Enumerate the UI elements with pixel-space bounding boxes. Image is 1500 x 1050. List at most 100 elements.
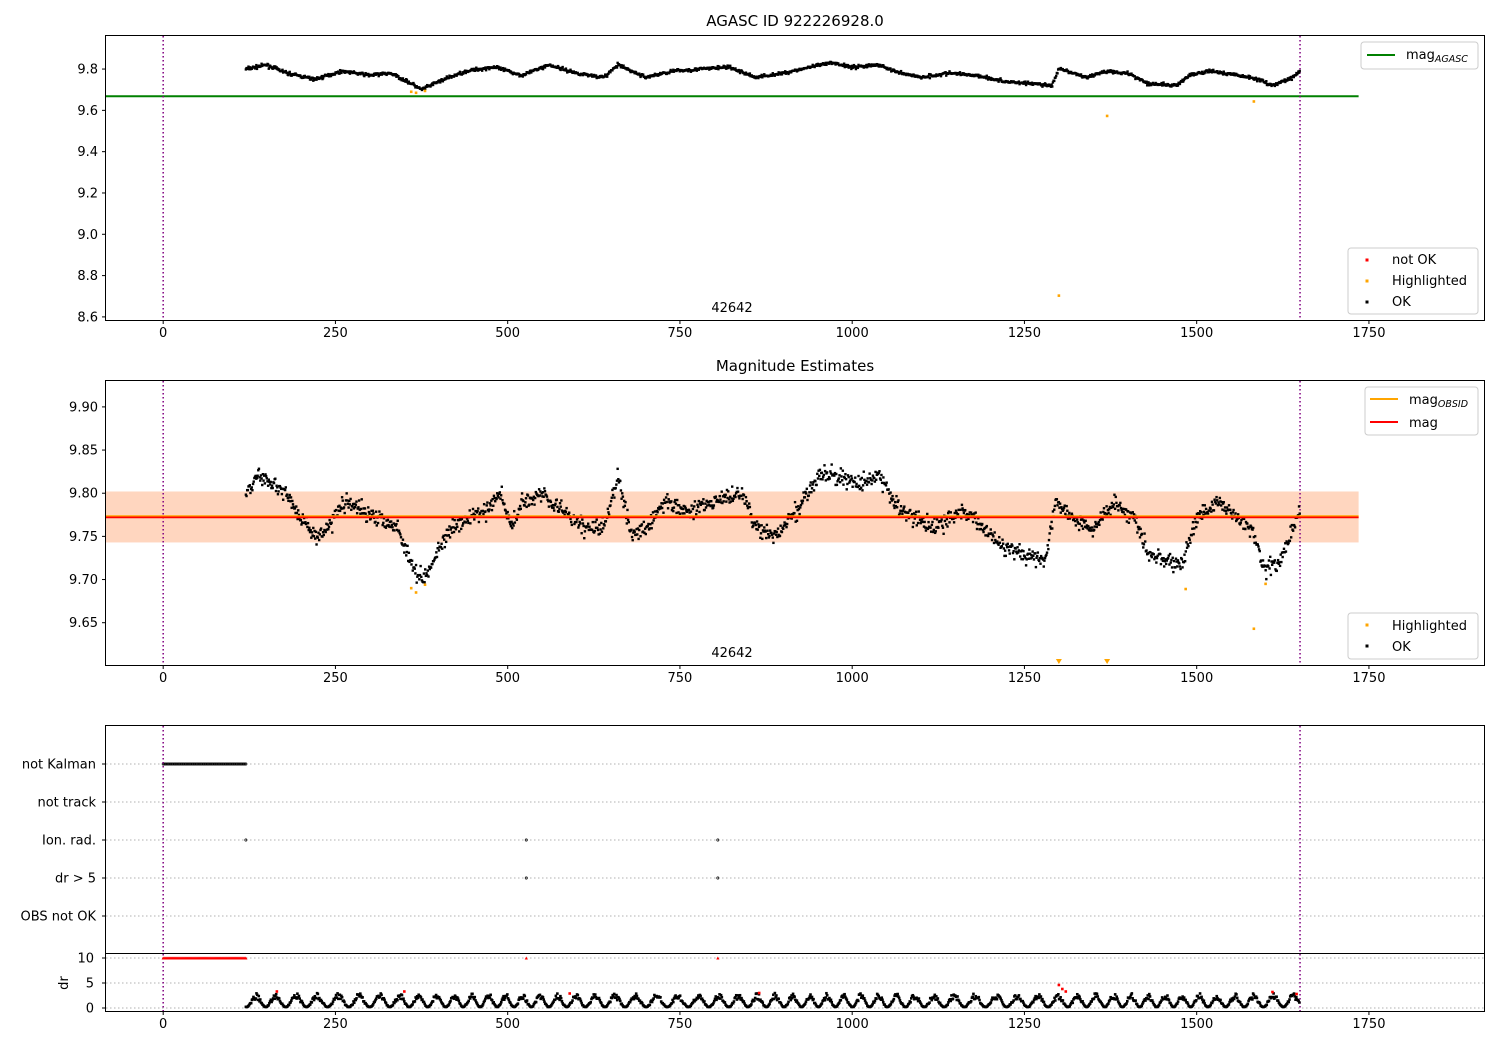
dr-point — [571, 999, 574, 1002]
ok-point — [1089, 526, 1092, 529]
dr-point — [917, 997, 921, 1000]
ok-point — [1102, 69, 1106, 73]
ok-point — [698, 510, 701, 514]
dr-point — [1108, 998, 1112, 1002]
ok-point — [1107, 70, 1110, 74]
ok-point — [499, 497, 502, 500]
ok-point — [729, 500, 733, 503]
ok-point — [541, 491, 545, 494]
ok-point — [733, 494, 737, 497]
ok-point — [1280, 560, 1283, 564]
flag-point — [192, 762, 195, 766]
ok-point — [893, 506, 896, 510]
ok-point — [926, 512, 929, 516]
ok-point — [664, 501, 667, 504]
ok-point — [770, 531, 773, 535]
dr-point — [699, 994, 702, 998]
ok-point — [747, 505, 750, 509]
ok-point — [1240, 75, 1244, 78]
ok-point — [418, 86, 421, 89]
ok-point — [631, 538, 634, 542]
ok-point — [431, 83, 435, 87]
dr-point — [1240, 1003, 1244, 1007]
ok-point — [1202, 510, 1206, 514]
ok-point — [1289, 77, 1292, 81]
ok-point — [709, 504, 712, 508]
dr-point — [456, 997, 460, 1000]
ok-point — [623, 504, 627, 507]
ok-point — [1163, 565, 1166, 568]
x-tick-label: 750 — [668, 1017, 693, 1032]
ok-point — [1290, 78, 1294, 82]
ok-point — [474, 509, 477, 513]
ok-point — [492, 504, 495, 507]
ok-point — [537, 488, 541, 491]
ok-point — [839, 480, 842, 484]
ok-point — [327, 528, 330, 531]
legend-bottom: Highlighted OK — [1347, 612, 1479, 660]
ok-point — [533, 496, 537, 500]
ok-point — [362, 507, 365, 510]
dr-point — [1254, 995, 1258, 998]
ok-point — [520, 492, 524, 495]
ok-point — [333, 73, 337, 76]
ok-point — [450, 76, 453, 79]
ok-point — [1068, 511, 1071, 515]
ok-point — [521, 75, 524, 78]
dr-point — [897, 996, 901, 1000]
ok-point — [415, 581, 418, 584]
ok-point — [398, 531, 401, 535]
dr-point — [740, 998, 744, 1002]
ok-point — [615, 65, 618, 68]
ok-point — [1199, 510, 1202, 513]
ok-point — [1014, 547, 1017, 550]
ok-point — [284, 69, 287, 73]
ok-point — [547, 505, 551, 508]
ok-point — [418, 573, 422, 577]
ok-point — [433, 558, 436, 561]
ok-point — [660, 502, 663, 505]
ok-point — [1159, 562, 1163, 566]
ok-point — [780, 530, 784, 534]
ok-point — [659, 505, 663, 508]
ok-point — [511, 522, 515, 525]
dr-point — [1033, 996, 1037, 1000]
ok-point — [757, 525, 761, 529]
ok-point — [1087, 525, 1090, 528]
ok-point — [911, 525, 915, 529]
ok-point — [1210, 510, 1213, 513]
dr-point — [272, 994, 276, 997]
dr-highlight-point — [1061, 987, 1064, 991]
ok-point — [568, 70, 572, 73]
ok-point — [367, 75, 371, 78]
ok-point — [989, 76, 992, 80]
ok-point — [515, 518, 519, 521]
ok-point — [423, 581, 426, 584]
ok-point — [1254, 541, 1258, 544]
ok-point — [734, 495, 737, 499]
dr-point — [1169, 1001, 1172, 1005]
ok-point — [395, 528, 399, 532]
ok-point — [466, 519, 469, 523]
dr-point — [339, 997, 342, 1001]
dr-point — [331, 1000, 335, 1003]
ok-point — [874, 470, 877, 474]
dr-point — [1146, 994, 1150, 997]
dr-point — [1125, 1002, 1128, 1005]
flag-point — [200, 762, 204, 766]
ok-point — [815, 63, 818, 66]
ok-point — [496, 65, 499, 68]
ok-point — [726, 64, 729, 67]
ok-point — [590, 73, 593, 76]
dr-point — [255, 992, 258, 995]
dr-point — [441, 1002, 445, 1006]
dr-point — [772, 997, 776, 1001]
ok-point — [770, 74, 774, 77]
ok-point — [1110, 501, 1114, 505]
dr-point — [825, 991, 828, 995]
dr-point — [672, 997, 676, 1000]
ok-point — [953, 511, 956, 515]
dr-point — [736, 994, 740, 997]
ok-point — [473, 513, 477, 517]
ok-point — [794, 520, 797, 523]
